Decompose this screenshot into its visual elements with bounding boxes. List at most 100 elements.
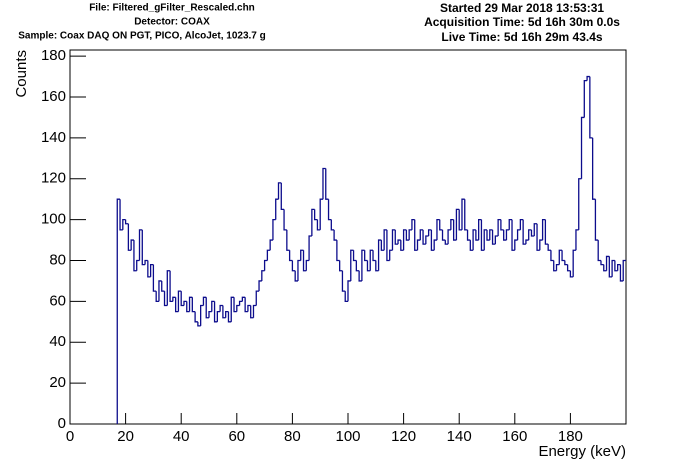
y-tick-label: 140 — [41, 129, 66, 146]
histogram-bin — [583, 80, 588, 118]
histogram-bin — [252, 304, 257, 318]
histogram-bin — [416, 239, 421, 251]
histogram-bin — [130, 239, 134, 251]
histogram-bin — [138, 229, 143, 261]
histogram-bin — [505, 229, 510, 241]
histogram-bin — [161, 280, 165, 292]
histogram-bin — [411, 218, 415, 230]
histogram-bin — [450, 218, 454, 230]
histogram-bin — [539, 239, 543, 251]
histogram-bin — [405, 229, 410, 241]
histogram-bin — [358, 270, 362, 282]
histogram-bin — [475, 229, 479, 241]
histogram-bin — [211, 300, 215, 312]
histogram-bin — [544, 219, 549, 245]
histogram-bin — [238, 300, 243, 306]
histogram-bin — [275, 198, 279, 220]
histogram-bin — [236, 304, 240, 312]
histogram-bin — [603, 264, 607, 272]
histogram-bin — [336, 240, 340, 262]
histogram-bin — [322, 167, 326, 200]
histogram-bin — [489, 229, 493, 241]
x-axis-label: Energy (keV) — [538, 443, 626, 460]
histogram-bin — [377, 239, 382, 271]
histogram-bin — [516, 229, 521, 241]
histogram-bin — [444, 240, 449, 245]
y-tick-label: 20 — [49, 374, 66, 391]
histogram-bin — [255, 290, 260, 306]
x-tick-label: 20 — [117, 428, 134, 445]
histogram-bin — [222, 305, 226, 319]
histogram-bin — [530, 229, 535, 237]
sample-label: Sample: Coax DAQ ON PGT, PICO, AlcoJet, … — [18, 31, 265, 42]
histogram-bin — [352, 250, 357, 262]
histogram-bin — [383, 229, 387, 251]
histogram-bin — [533, 223, 538, 236]
histogram-bin — [497, 218, 501, 236]
histogram-bin — [555, 263, 560, 271]
y-tick-label: 40 — [49, 333, 66, 350]
x-tick-label: 60 — [228, 428, 245, 445]
histogram-bin — [350, 249, 354, 281]
histogram-bin — [528, 229, 532, 241]
histogram-bin — [294, 270, 298, 282]
histogram-bin — [614, 260, 618, 272]
histogram-bin — [277, 182, 282, 200]
histogram-bin — [564, 260, 568, 266]
histogram-bin — [316, 219, 321, 231]
histogram-bin — [414, 219, 418, 251]
histogram-bin — [436, 218, 440, 241]
histogram-bin — [553, 260, 557, 272]
histogram-bin — [186, 301, 190, 313]
histogram-bin — [605, 255, 610, 271]
histogram-bin — [141, 229, 146, 266]
histogram-bin — [208, 310, 212, 318]
histogram-bin — [241, 296, 246, 302]
histogram-bin — [600, 260, 604, 266]
histogram-bin — [147, 260, 151, 278]
histogram-bin — [183, 300, 187, 306]
histogram-bin — [319, 198, 323, 230]
histogram-bin — [441, 229, 446, 241]
histogram-bin — [219, 304, 223, 312]
histogram-bin — [325, 168, 329, 200]
live-time-label: Live Time: 5d 16h 29m 43.4s — [441, 30, 603, 44]
x-tick-label: 160 — [502, 428, 527, 445]
histogram-bin — [394, 229, 399, 245]
histogram-bin — [311, 208, 315, 236]
histogram-bin — [136, 259, 140, 271]
x-tick-label: 0 — [66, 428, 74, 445]
histogram-bin — [347, 280, 351, 302]
histogram-bin — [127, 223, 132, 251]
histogram-bin — [375, 260, 379, 272]
histogram-bin — [174, 297, 179, 313]
histogram-bin — [430, 229, 435, 251]
histogram-bin — [144, 259, 148, 265]
histogram-bin — [503, 229, 507, 241]
histogram-bin — [491, 229, 496, 245]
histogram-bin — [158, 280, 162, 302]
histogram-bin — [455, 208, 460, 241]
histogram-bin — [300, 249, 304, 261]
histogram-bin — [561, 250, 565, 262]
histogram-bin — [389, 249, 393, 261]
histogram-bin — [169, 270, 173, 303]
histogram-bin — [233, 297, 237, 313]
histogram-bin — [344, 291, 348, 303]
histogram-bin — [250, 305, 254, 319]
histogram-bin — [508, 218, 513, 230]
histogram-bin — [247, 304, 251, 312]
histogram-bin — [225, 310, 229, 318]
y-tick-label: 160 — [41, 88, 66, 105]
histogram-bin — [447, 229, 451, 245]
histogram-bin — [522, 219, 526, 245]
histogram-bin — [591, 137, 596, 200]
histogram-bin — [469, 240, 474, 251]
y-tick-label: 120 — [41, 170, 66, 187]
histogram-bin — [116, 198, 121, 424]
histogram-bin — [483, 229, 487, 251]
histogram-bin — [369, 249, 374, 271]
histogram-bin — [452, 219, 457, 241]
histogram-bin — [572, 249, 576, 277]
